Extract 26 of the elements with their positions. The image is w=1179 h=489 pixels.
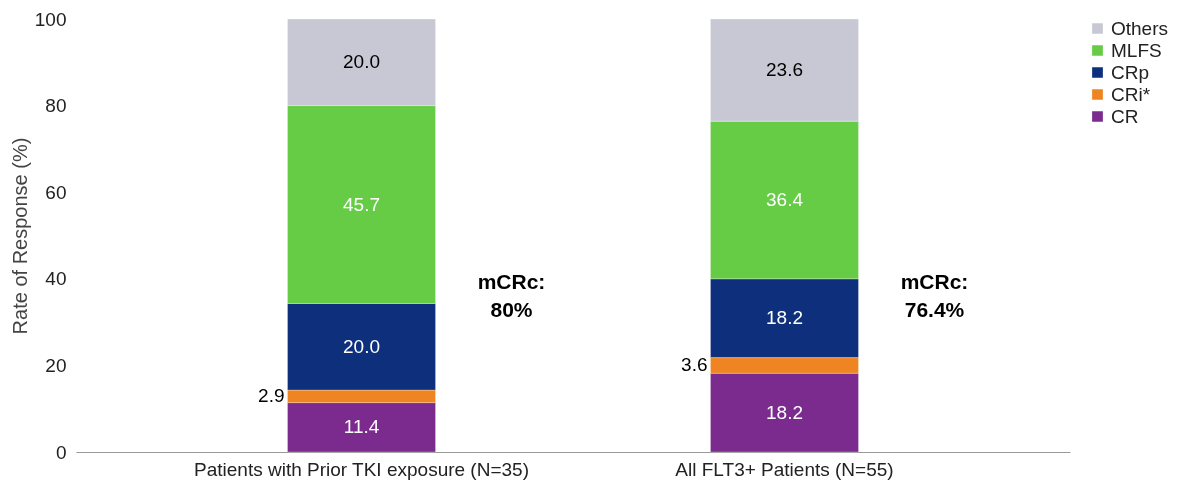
annotation: mCRc: 76.4% [900,270,969,322]
data-label: 20.0 [343,335,380,357]
legend-label: MLFS [1111,39,1162,61]
data-label: 23.6 [766,59,803,81]
annotation: mCRc: 80% [477,270,546,322]
data-label: 18.2 [766,401,803,423]
legend-label: Others [1111,17,1169,39]
y-tick-label: 40 [45,268,67,290]
data-label: 2.9 [258,385,285,407]
x-tick-label: Patients with Prior TKI exposure (N=35) [194,458,529,480]
y-tick-label: 20 [45,354,67,376]
legend-label: CRp [1111,61,1150,83]
data-label: 36.4 [766,188,804,210]
y-tick-label: 0 [55,441,67,463]
legend-label: CRi* [1111,83,1151,105]
data-label: 18.2 [766,307,803,329]
data-label: 11.4 [343,416,380,438]
y-axis-title: Rate of Response (%) [8,137,31,335]
data-label: 3.6 [681,354,708,376]
x-tick-label: All FLT3+ Patients (N=55) [675,458,894,480]
legend-label: CR [1111,105,1139,127]
y-tick-label: 60 [45,181,67,203]
y-tick-label: 80 [45,95,67,117]
data-label: 20.0 [343,51,380,73]
data-label: 45.7 [343,193,380,215]
y-tick-label: 100 [34,8,67,30]
